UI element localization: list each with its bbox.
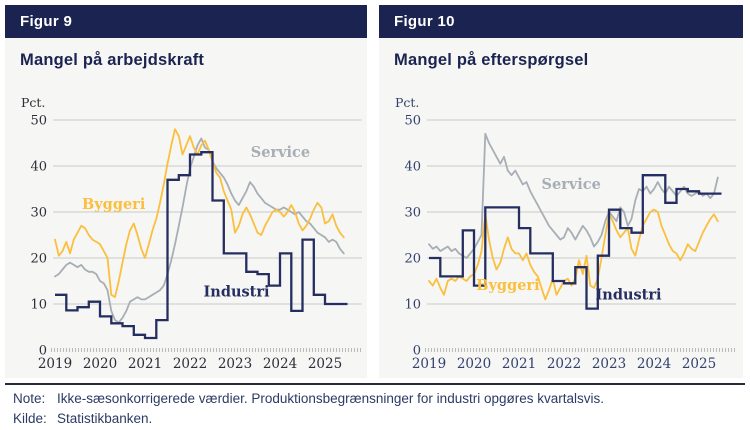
x-tick-label: 2021 bbox=[502, 356, 536, 372]
y-tick-label: 0 bbox=[39, 344, 47, 359]
y-tick-label: 20 bbox=[30, 252, 47, 267]
industri-step-line bbox=[429, 174, 722, 310]
figure-panel-10: Figur 10 Mangel på efterspørgsel Pct. 0 10… bbox=[379, 5, 743, 378]
byggeri-line bbox=[54, 128, 345, 299]
note-label: Note: bbox=[13, 391, 46, 406]
chart-mangel-paa-arbejdskraft: Pct. 0 10 20 30 40 50 2019 2020 2021 2022 2023 2024 2… bbox=[21, 95, 362, 372]
figure-header: Figur 9 bbox=[5, 5, 367, 38]
y-tick-label: 10 bbox=[404, 298, 421, 313]
y-tick-label: 30 bbox=[404, 206, 421, 221]
y-tick-label: 50 bbox=[30, 114, 47, 129]
y-tick-label: 10 bbox=[30, 298, 47, 313]
series-label-industri: Industri bbox=[204, 284, 271, 301]
series-label-service: Service bbox=[542, 176, 601, 193]
chart-mangel-paa-efterspoergsel: Pct. 0 10 20 30 40 50 2019 2020 2021 2022 2023 2024 2… bbox=[395, 95, 736, 372]
x-tick-label: 2022 bbox=[547, 356, 581, 372]
service-line bbox=[428, 132, 719, 259]
y-tick-label: 20 bbox=[404, 252, 421, 267]
figure-header: Figur 10 bbox=[379, 5, 743, 38]
footer-divider bbox=[5, 383, 745, 385]
x-tick-label: 2020 bbox=[457, 356, 491, 372]
y-tick-label: 40 bbox=[30, 160, 47, 175]
x-tick-label: 2021 bbox=[128, 356, 162, 372]
x-tick-label: 2019 bbox=[412, 356, 446, 372]
figure-number: Figur 9 bbox=[20, 13, 73, 30]
y-tick-label: 40 bbox=[404, 160, 421, 175]
x-tick-label: 2023 bbox=[218, 356, 252, 372]
kilde-label: Kilde: bbox=[13, 411, 47, 426]
x-tick-label: 2020 bbox=[83, 356, 117, 372]
y-tick-label: 50 bbox=[404, 114, 421, 129]
figure-panel-9: Figur 9 Mangel på arbejdskraft Pct. 0 10 20… bbox=[5, 5, 367, 378]
y-axis-unit-label: Pct. bbox=[21, 95, 45, 110]
y-tick-label: 0 bbox=[413, 344, 421, 359]
x-tick-label: 2023 bbox=[592, 356, 626, 372]
x-tick-label: 2024 bbox=[263, 356, 297, 372]
x-tick-label: 2019 bbox=[38, 356, 72, 372]
chart-title: Mangel på arbejdskraft bbox=[20, 51, 205, 69]
series-label-byggeri: Byggeri bbox=[82, 196, 146, 213]
x-tick-label: 2022 bbox=[173, 356, 207, 372]
x-tick-label: 2024 bbox=[637, 356, 671, 372]
note-text: Note: Ikke-sæsonkorrigerede værdier. Prod… bbox=[13, 391, 604, 406]
x-tick-label: 2025 bbox=[682, 356, 716, 372]
y-tick-label: 30 bbox=[30, 206, 47, 221]
figure-number: Figur 10 bbox=[394, 13, 455, 30]
byggeri-line bbox=[428, 208, 719, 301]
series-label-byggeri: Byggeri bbox=[476, 277, 540, 294]
y-axis-unit-label: Pct. bbox=[395, 95, 419, 110]
x-tick-label: 2025 bbox=[308, 356, 342, 372]
source-text: Kilde: Statistikbanken. bbox=[13, 411, 153, 426]
series-label-industri: Industri bbox=[596, 286, 663, 303]
chart-title: Mangel på efterspørgsel bbox=[394, 51, 589, 69]
industri-step-line bbox=[55, 151, 348, 340]
series-label-service: Service bbox=[251, 144, 310, 161]
